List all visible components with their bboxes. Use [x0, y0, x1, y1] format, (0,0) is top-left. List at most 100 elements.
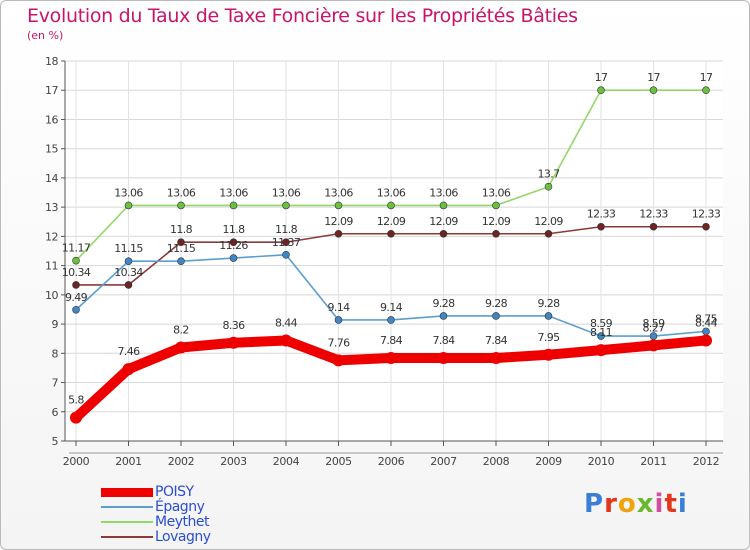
logo-letter: r: [604, 489, 618, 519]
data-label: 12.33: [692, 208, 721, 221]
data-point: [702, 222, 710, 231]
data-label: 8.2: [173, 323, 189, 336]
data-point: [124, 281, 133, 289]
data-point: [72, 305, 80, 314]
data-point: [597, 222, 605, 231]
data-label: 7.76: [327, 336, 350, 349]
data-point: [282, 201, 290, 210]
data-point: [439, 229, 448, 238]
data-point: [124, 257, 133, 266]
data-label: 7.95: [537, 331, 560, 344]
data-label: 9.14: [380, 301, 403, 314]
x-tick-label: 2012: [693, 455, 719, 468]
data-label: 9.28: [485, 297, 508, 310]
data-point: [177, 201, 185, 210]
data-point: [387, 229, 395, 238]
data-point: [229, 201, 238, 210]
legend-label: Meythet: [155, 514, 209, 530]
y-tick-label: 7: [52, 377, 59, 390]
data-point: [702, 86, 710, 95]
data-label: 7.84: [485, 334, 508, 347]
data-point: [649, 86, 658, 95]
data-point: [334, 201, 343, 210]
data-point: [70, 411, 82, 424]
data-label: 8.11: [590, 326, 612, 339]
data-label: 7.84: [380, 334, 403, 347]
data-point: [177, 238, 185, 247]
data-label: 11.15: [114, 242, 143, 255]
y-tick-label: 18: [45, 55, 58, 68]
logo-letter: x: [636, 489, 655, 519]
data-point: [595, 344, 607, 357]
data-label: 9.28: [432, 297, 455, 310]
data-label: 13.06: [219, 186, 248, 199]
data-point: [334, 316, 343, 324]
x-tick-label: 2001: [115, 455, 141, 468]
data-point: [72, 281, 80, 289]
data-point: [280, 334, 292, 347]
data-point: [72, 256, 80, 265]
logo-letter: o: [617, 489, 637, 519]
data-label: 13.06: [482, 186, 511, 199]
data-point: [229, 254, 238, 262]
data-point: [544, 229, 553, 238]
data-point: [492, 201, 500, 210]
data-label: 11.26: [219, 239, 248, 252]
data-point: [437, 351, 450, 364]
data-label: 13.06: [377, 186, 406, 199]
data-label: 12.09: [534, 215, 563, 228]
data-label: 11.15: [167, 242, 196, 255]
data-point: [227, 336, 240, 349]
data-point: [647, 339, 660, 352]
data-label: 8.44: [275, 316, 298, 329]
data-label: 17: [647, 71, 660, 84]
legend-swatch: [101, 506, 153, 508]
data-point: [490, 351, 502, 364]
data-point: [542, 348, 555, 361]
data-label: 13.7: [537, 168, 560, 181]
data-point: [282, 251, 290, 259]
data-label: 12.09: [324, 215, 353, 228]
y-tick-label: 11: [45, 260, 58, 273]
y-tick-label: 6: [52, 406, 59, 419]
y-tick-label: 13: [45, 201, 58, 214]
y-tick-label: 14: [45, 172, 58, 185]
logo-letter: P: [584, 489, 605, 519]
data-point: [175, 341, 187, 354]
data-point: [544, 312, 553, 320]
data-label: 12.09: [482, 215, 511, 228]
x-tick-label: 2005: [325, 455, 352, 468]
data-point: [492, 229, 500, 238]
data-point: [492, 312, 500, 320]
y-tick-label: 15: [45, 143, 58, 156]
data-label: 12.33: [587, 208, 616, 221]
data-label: 11.8: [222, 223, 245, 236]
y-tick-label: 12: [45, 230, 58, 243]
data-label: 13.06: [114, 186, 143, 199]
data-point: [177, 257, 185, 266]
data-label: 8.59: [642, 317, 665, 330]
x-tick-label: 2004: [273, 455, 300, 468]
data-point: [124, 201, 133, 210]
data-point: [597, 332, 605, 340]
data-point: [334, 229, 343, 238]
data-label: 12.33: [639, 208, 668, 221]
legend-swatch: [101, 536, 153, 538]
data-point: [387, 201, 395, 210]
plot-area: [65, 61, 723, 441]
y-tick-label: 17: [45, 84, 58, 97]
x-tick-label: 2011: [640, 455, 666, 468]
legend-label: POISY: [155, 484, 194, 500]
data-point: [439, 312, 448, 320]
data-label: 9.49: [65, 291, 88, 304]
data-label: 12.09: [377, 215, 406, 228]
data-point: [597, 86, 605, 95]
data-point: [649, 222, 658, 231]
data-label: 7.46: [117, 345, 140, 358]
chart-title: Evolution du Taux de Taxe Foncière sur l…: [27, 5, 578, 27]
data-label: 5.8: [68, 394, 84, 407]
data-label: 17: [700, 71, 713, 84]
x-tick-label: 2003: [220, 455, 247, 468]
